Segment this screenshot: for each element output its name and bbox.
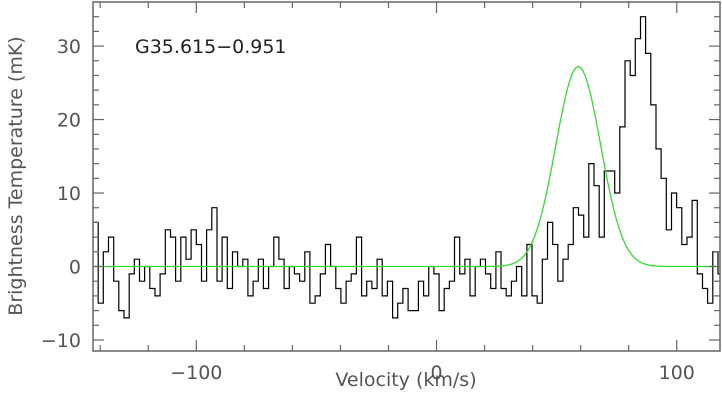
x-tick-label: 100 bbox=[659, 362, 695, 384]
spectrum-histogram bbox=[93, 16, 720, 319]
y-tick-label: 0 bbox=[69, 257, 81, 279]
gaussian-fit-line bbox=[93, 66, 720, 268]
plot-frame bbox=[92, 1, 721, 352]
x-tick-label: 0 bbox=[430, 362, 442, 384]
source-label: G35.615−0.951 bbox=[135, 36, 287, 58]
y-tick-label: 30 bbox=[57, 36, 81, 58]
y-axis-title: Brightness Temperature (mK) bbox=[5, 36, 27, 315]
x-axis-title: Velocity (km/s) bbox=[335, 369, 476, 391]
y-tick-label: 10 bbox=[57, 183, 81, 205]
y-tick-label: −10 bbox=[41, 330, 81, 352]
x-tick-label: −100 bbox=[170, 362, 222, 384]
y-tick-label: 20 bbox=[57, 110, 81, 132]
